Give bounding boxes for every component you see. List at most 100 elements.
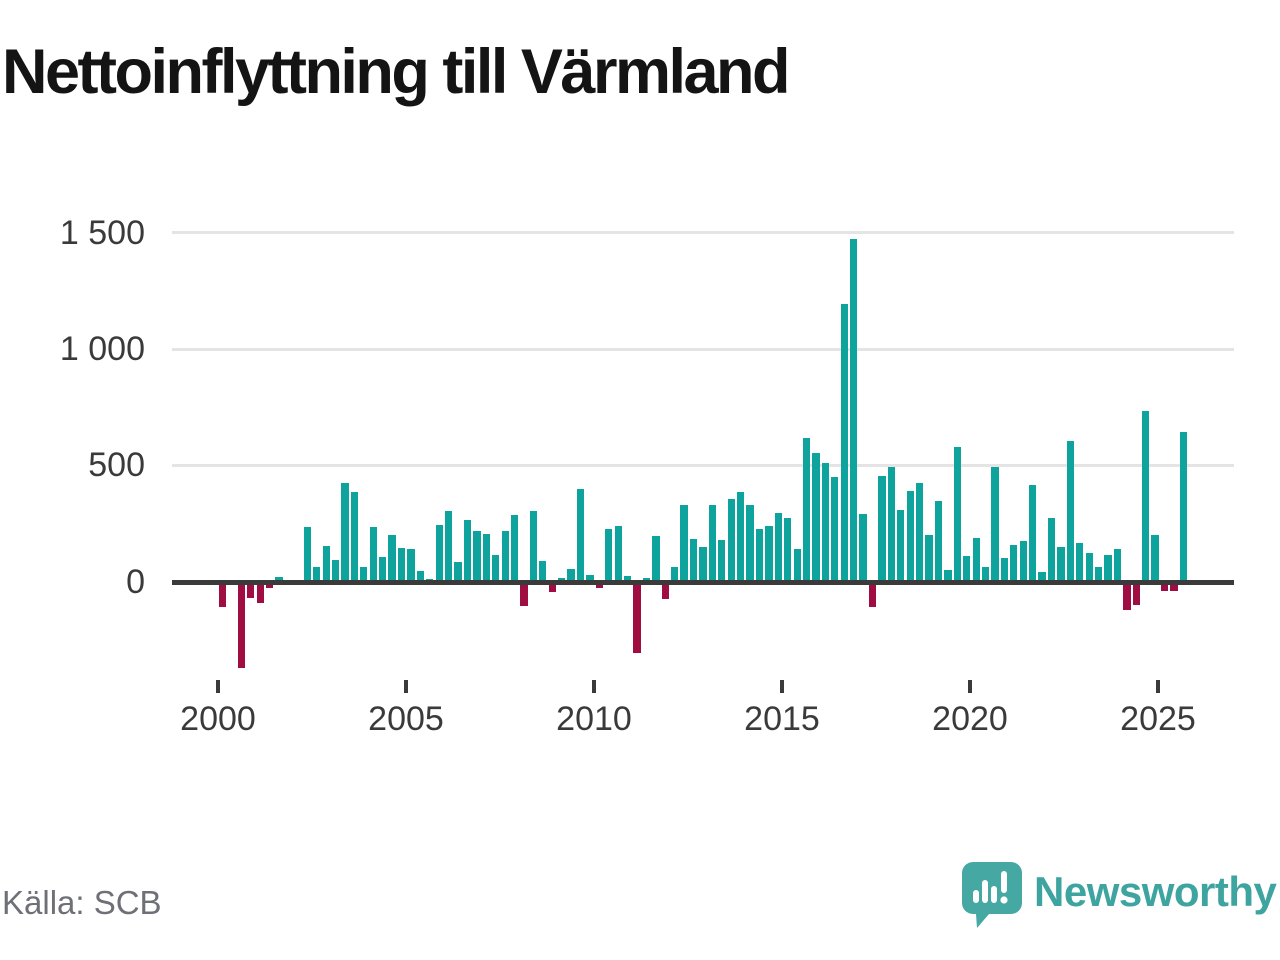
bar <box>482 534 490 582</box>
bar <box>1170 581 1178 591</box>
bar <box>840 303 848 582</box>
bar <box>548 581 556 593</box>
zero-axis-line <box>172 579 1234 585</box>
bar <box>256 581 264 603</box>
bar <box>529 510 538 582</box>
bar <box>934 501 943 582</box>
bar <box>1142 410 1150 582</box>
x-axis-tick <box>968 680 972 693</box>
bar <box>397 547 406 582</box>
bar <box>868 581 877 608</box>
x-axis-tick <box>216 680 220 693</box>
bar <box>652 536 660 582</box>
bar <box>1132 581 1140 605</box>
bar <box>1066 441 1074 582</box>
bar <box>1057 546 1065 582</box>
bar <box>671 566 679 582</box>
bar <box>765 525 773 582</box>
y-tick-label: 500 <box>88 446 145 485</box>
bar <box>1029 485 1037 582</box>
bar <box>407 549 415 582</box>
bar <box>313 566 321 582</box>
gridline <box>172 347 1234 351</box>
bar <box>350 492 359 582</box>
y-axis-labels: 0 500 1 000 1 500 <box>20 214 145 675</box>
bar-chart-speech-bubble-icon <box>962 862 1022 928</box>
bar <box>812 452 820 582</box>
bar <box>897 509 905 582</box>
y-tick-label: 1 000 <box>59 330 145 369</box>
bar <box>379 557 387 582</box>
bar <box>360 566 368 582</box>
bar <box>567 568 575 582</box>
bar <box>859 514 867 582</box>
bar <box>831 477 839 582</box>
bar <box>689 538 698 582</box>
bar <box>944 570 952 582</box>
x-axis-tick <box>1156 680 1160 693</box>
bar <box>878 475 886 582</box>
bar <box>850 238 858 582</box>
bar <box>718 539 726 582</box>
bar <box>1019 541 1027 582</box>
bar <box>1000 558 1009 582</box>
bar <box>746 504 754 582</box>
bar <box>915 482 924 582</box>
bar <box>539 560 547 582</box>
x-axis-tick <box>404 680 408 693</box>
source-label: Källa: SCB <box>2 884 162 921</box>
bar <box>953 446 961 582</box>
x-tick-label: 2000 <box>180 700 256 738</box>
bar <box>492 554 500 582</box>
bar <box>614 525 622 582</box>
newsworthy-logo-text: Newsworthy <box>1034 868 1277 915</box>
bar <box>576 488 585 582</box>
bar <box>473 530 481 582</box>
bar <box>520 581 528 607</box>
bar <box>906 491 914 582</box>
bar <box>802 437 811 582</box>
bar <box>793 549 801 582</box>
bar <box>972 537 980 582</box>
bar <box>623 575 632 582</box>
bar <box>661 581 669 600</box>
chart-title: Nettoinflyttning till Värmland <box>2 37 791 107</box>
newsworthy-logo: Newsworthy <box>960 860 1280 930</box>
bar <box>586 574 594 582</box>
bar <box>501 530 509 582</box>
bar <box>341 482 349 582</box>
x-tick-label: 2010 <box>556 700 632 738</box>
bar <box>1179 431 1188 582</box>
gridline <box>172 231 1234 235</box>
bar <box>435 524 443 582</box>
bar <box>454 561 462 582</box>
bar <box>633 581 641 653</box>
y-tick-label: 1 500 <box>59 213 145 252</box>
bar <box>1104 554 1112 582</box>
bar <box>388 535 396 582</box>
bar <box>680 504 688 582</box>
bar <box>303 527 311 582</box>
bar <box>727 499 735 582</box>
bar <box>991 466 999 582</box>
bar <box>1151 535 1159 582</box>
bar <box>981 566 990 582</box>
bar <box>887 466 896 582</box>
bar <box>369 527 377 582</box>
bar <box>322 545 330 582</box>
bar <box>755 529 764 582</box>
gridline <box>172 463 1234 467</box>
bar <box>218 581 227 608</box>
x-tick-label: 2025 <box>1120 700 1196 738</box>
x-tick-label: 2020 <box>932 700 1008 738</box>
bar <box>463 520 472 582</box>
y-tick-label: 0 <box>126 562 145 601</box>
bar <box>1085 552 1093 582</box>
bar <box>1038 572 1046 582</box>
x-tick-label: 2015 <box>744 700 820 738</box>
bar <box>331 559 340 582</box>
bar <box>444 510 453 582</box>
bar <box>416 571 425 582</box>
bar <box>237 581 246 668</box>
plot-area: 2000 2005 2010 2015 2020 2025 <box>170 231 1234 738</box>
